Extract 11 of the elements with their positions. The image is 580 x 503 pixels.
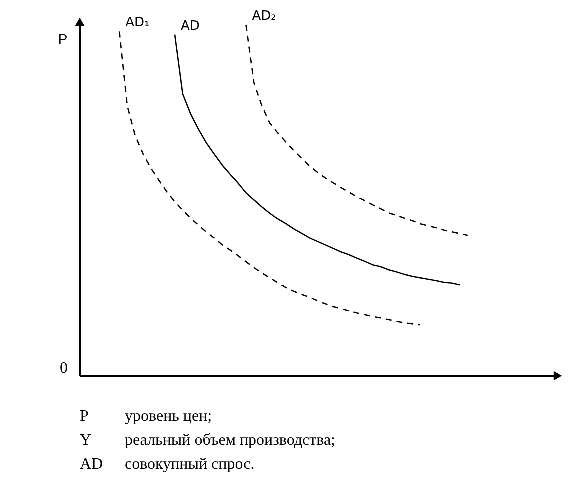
- text: совокупный спрос.: [125, 456, 255, 473]
- text: AD: [80, 456, 104, 473]
- text: Y: [80, 432, 92, 449]
- text: P: [80, 408, 89, 425]
- series-label: AD₂: [252, 9, 276, 24]
- text: уровень цен;: [125, 408, 212, 425]
- text: 0: [60, 360, 68, 377]
- series-label: AD₁: [126, 16, 150, 31]
- text: реальный объем производства;: [125, 432, 336, 449]
- y-axis-title: P: [58, 31, 68, 47]
- series-label: AD: [181, 18, 200, 34]
